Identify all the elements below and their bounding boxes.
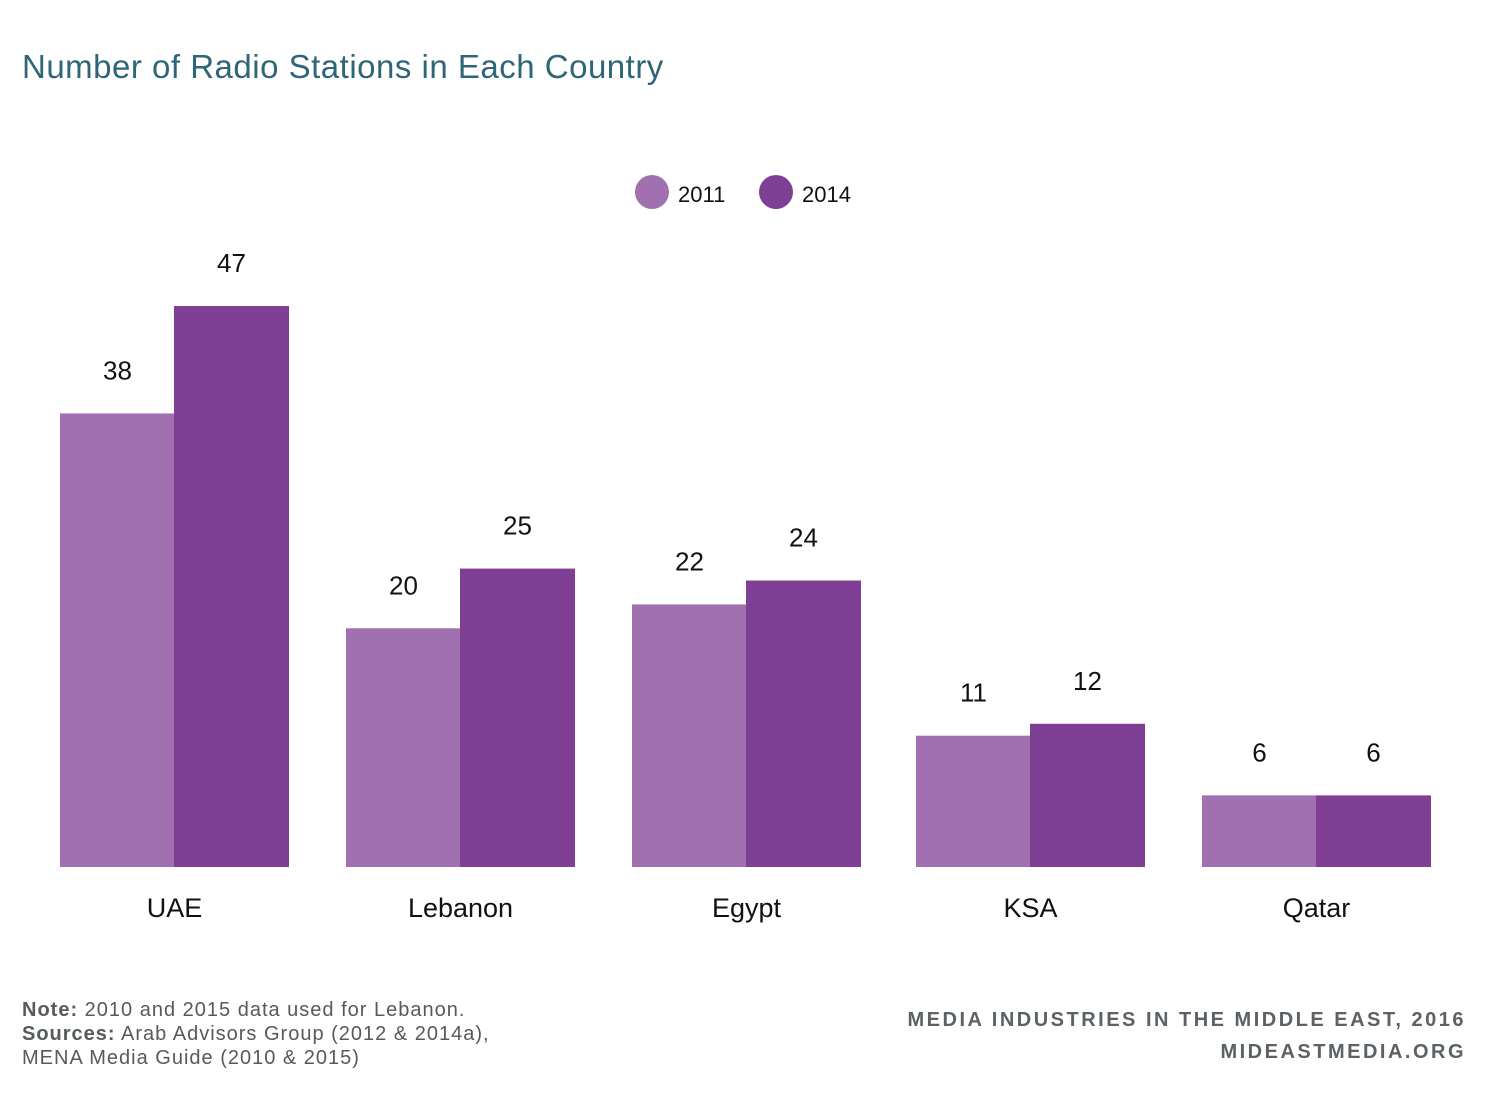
sources-label: Sources: [22, 1023, 116, 1045]
bar-uae-2011 [60, 413, 175, 867]
credit: MEDIA INDUSTRIES IN THE MIDDLE EAST, 201… [908, 1004, 1467, 1068]
bar-ksa-2011 [916, 735, 1031, 867]
legend-swatch-2014 [759, 175, 793, 209]
category-label-qatar: Qatar [1283, 893, 1351, 923]
value-label-qatar-2011: 6 [1252, 737, 1266, 767]
value-label-lebanon-2011: 20 [389, 570, 418, 600]
note-text: 2010 and 2015 data used for Lebanon. [84, 999, 466, 1021]
category-label-lebanon: Lebanon [408, 893, 513, 923]
value-label-ksa-2011: 11 [960, 678, 987, 708]
bar-lebanon-2011 [346, 628, 461, 867]
value-label-lebanon-2014: 25 [503, 511, 532, 541]
category-label-ksa: KSA [1003, 893, 1057, 923]
sources-line-2: MENA Media Guide (2010 & 2015) [22, 1047, 360, 1069]
sources-line: Sources: Arab Advisors Group (2012 & 201… [22, 1022, 490, 1046]
bar-qatar-2011 [1202, 795, 1317, 867]
value-label-uae-2011: 38 [103, 355, 132, 385]
chart-title: Number of Radio Stations in Each Country [22, 48, 664, 85]
bar-qatar-2014 [1316, 795, 1431, 867]
value-label-uae-2014: 47 [217, 248, 246, 278]
bar-egypt-2011 [632, 604, 747, 867]
bar-lebanon-2014 [460, 568, 575, 867]
note-line: Note: 2010 and 2015 data used for Lebano… [22, 998, 490, 1022]
legend-label-2014: 2014 [802, 182, 851, 207]
value-label-egypt-2014: 24 [789, 523, 818, 553]
value-label-egypt-2011: 22 [675, 546, 704, 576]
note-label: Note: [22, 999, 79, 1021]
credit-publication: MEDIA INDUSTRIES IN THE MIDDLE EAST, 201… [907, 1009, 1466, 1031]
credit-website: MIDEASTMEDIA.ORG [1220, 1041, 1466, 1063]
bar-egypt-2014 [746, 580, 861, 867]
bar-ksa-2014 [1030, 723, 1145, 867]
category-label-uae: UAE [147, 893, 203, 923]
legend-label-2011: 2011 [678, 182, 725, 207]
category-label-egypt: Egypt [712, 893, 782, 923]
bar-uae-2014 [174, 306, 289, 867]
value-label-ksa-2014: 12 [1073, 666, 1102, 696]
legend-swatch-2011 [635, 175, 669, 209]
sources-text: Arab Advisors Group (2012 & 2014a), [121, 1023, 490, 1045]
value-label-qatar-2014: 6 [1366, 737, 1380, 767]
footnote: Note: 2010 and 2015 data used for Lebano… [22, 998, 490, 1070]
